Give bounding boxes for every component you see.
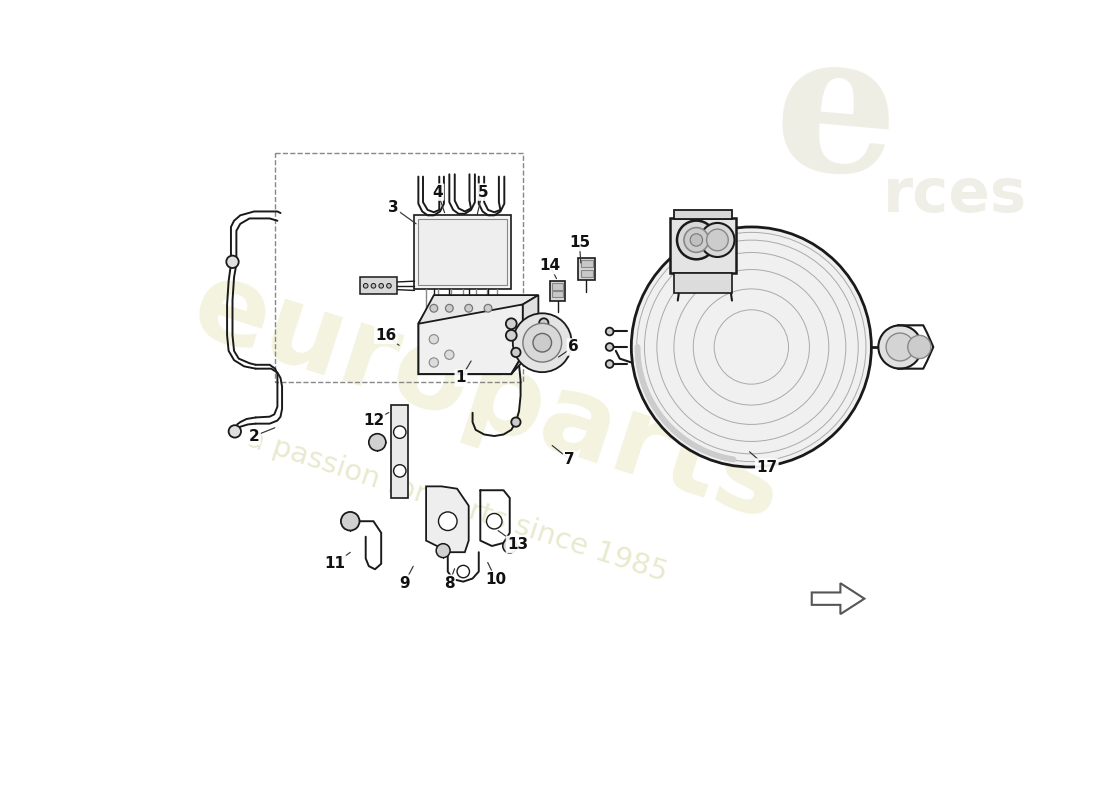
Circle shape [908, 335, 931, 358]
Bar [552, 283, 563, 290]
Circle shape [690, 234, 703, 246]
Bar [674, 210, 732, 219]
Circle shape [486, 514, 502, 529]
Circle shape [386, 283, 392, 288]
Circle shape [430, 304, 438, 312]
Text: a passion for parts since 1985: a passion for parts since 1985 [243, 424, 671, 587]
Circle shape [684, 227, 708, 252]
Text: 5: 5 [477, 185, 488, 200]
Circle shape [606, 343, 614, 351]
Bar [674, 274, 732, 293]
Circle shape [368, 434, 386, 450]
Bar [392, 405, 408, 498]
Polygon shape [426, 486, 469, 552]
Circle shape [371, 283, 376, 288]
Circle shape [429, 334, 439, 344]
Circle shape [506, 330, 517, 341]
Text: 9: 9 [399, 576, 409, 590]
Circle shape [429, 358, 439, 367]
Text: 10: 10 [485, 572, 506, 586]
Circle shape [512, 418, 520, 426]
Circle shape [887, 333, 914, 361]
Circle shape [394, 426, 406, 438]
Bar [550, 281, 565, 301]
Circle shape [503, 539, 517, 553]
Bar [361, 278, 397, 294]
Circle shape [465, 304, 473, 312]
Circle shape [506, 318, 517, 329]
Circle shape [229, 425, 241, 438]
Text: 2: 2 [249, 429, 260, 443]
Bar [418, 219, 507, 285]
Text: 7: 7 [564, 452, 574, 466]
Circle shape [539, 318, 549, 328]
Polygon shape [418, 295, 538, 324]
Circle shape [706, 229, 728, 251]
Circle shape [606, 328, 614, 335]
Circle shape [458, 566, 470, 578]
Polygon shape [512, 295, 538, 374]
Circle shape [606, 360, 614, 368]
Polygon shape [418, 304, 522, 374]
Circle shape [363, 283, 368, 288]
Text: 14: 14 [539, 258, 561, 273]
Circle shape [513, 314, 572, 372]
Bar [275, 154, 522, 382]
Bar [581, 260, 593, 267]
Circle shape [631, 227, 871, 467]
Circle shape [394, 465, 406, 477]
Circle shape [878, 326, 922, 369]
Circle shape [444, 350, 454, 359]
Text: 4: 4 [432, 185, 443, 200]
Text: rces: rces [883, 166, 1027, 226]
Bar [552, 291, 563, 298]
Text: 8: 8 [444, 576, 454, 590]
Text: e: e [767, 19, 906, 218]
Bar [670, 218, 736, 274]
Circle shape [446, 304, 453, 312]
Text: 13: 13 [507, 537, 528, 552]
Circle shape [676, 221, 716, 259]
Text: 16: 16 [375, 328, 396, 343]
Bar [578, 258, 595, 280]
Circle shape [378, 283, 384, 288]
Text: 3: 3 [388, 200, 399, 215]
Circle shape [341, 512, 360, 530]
Text: 6: 6 [568, 339, 579, 354]
Text: europarts: europarts [179, 251, 796, 543]
Circle shape [512, 348, 520, 357]
Circle shape [439, 512, 458, 530]
Polygon shape [812, 583, 865, 614]
Text: 17: 17 [757, 459, 778, 474]
Circle shape [437, 544, 450, 558]
Circle shape [534, 334, 551, 352]
Circle shape [227, 256, 239, 268]
Circle shape [484, 304, 492, 312]
Text: 11: 11 [324, 556, 345, 571]
Text: 12: 12 [363, 413, 384, 428]
Text: 1: 1 [455, 370, 466, 386]
Bar [415, 215, 512, 289]
Text: 15: 15 [569, 235, 590, 250]
Bar [581, 270, 593, 277]
Circle shape [701, 223, 735, 257]
Circle shape [522, 323, 562, 362]
